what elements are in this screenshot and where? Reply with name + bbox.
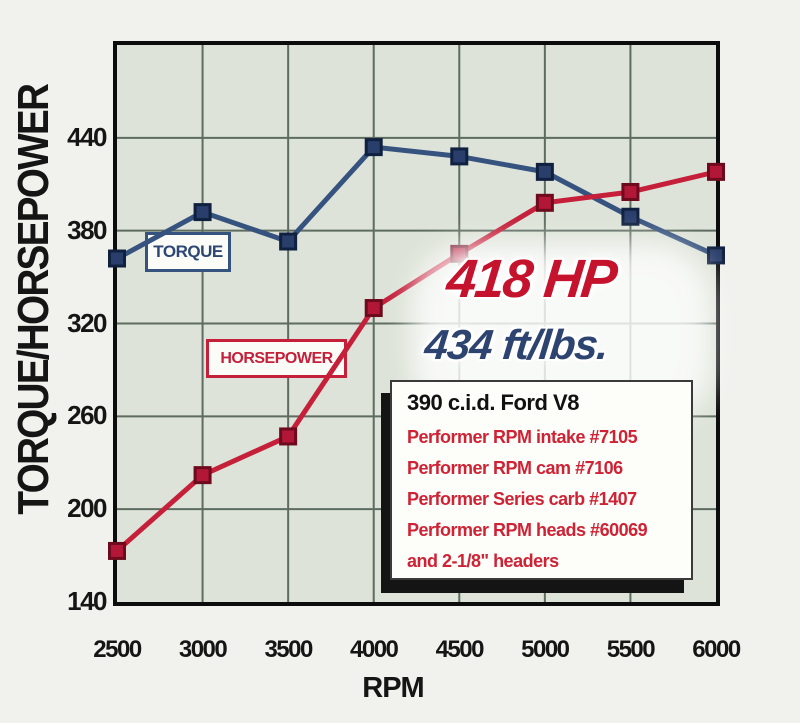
plot-area: TORQUE HORSEPOWER 418 HP 434 ft/lbs. 390 …: [108, 41, 725, 606]
torque-marker: [364, 138, 383, 157]
horsepower-marker: [621, 182, 640, 201]
torque-line: [115, 144, 718, 261]
x-tick-label: 3000: [178, 636, 228, 663]
engine-spec-line: Performer Series carb #1407: [407, 489, 637, 509]
torque-series-label-text: TORQUE: [153, 242, 223, 261]
horsepower-series-label: HORSEPOWER: [206, 339, 347, 378]
y-tick-label: 380: [67, 214, 107, 245]
peak-torque-callout: 434 ft/lbs.: [422, 321, 611, 368]
engine-spec-line: Performer RPM heads #60069: [407, 520, 648, 540]
engine-spec-line: Performer RPM intake #7105: [407, 427, 638, 447]
horsepower-series-label-text: HORSEPOWER: [220, 349, 333, 367]
y-tick-label: 320: [67, 307, 107, 338]
torque-marker: [621, 207, 640, 226]
torque-series-label: TORQUE: [145, 232, 231, 272]
horsepower-marker: [279, 427, 298, 446]
x-tick-label: 3500: [264, 636, 313, 663]
horsepower-marker: [108, 541, 126, 560]
torque-marker: [450, 147, 469, 166]
y-tick-label: 260: [67, 400, 107, 431]
y-tick-label: 200: [67, 493, 107, 524]
engine-spec-title: 390 c.i.d. Ford V8: [407, 390, 579, 415]
horsepower-marker: [535, 193, 554, 212]
y-tick-label: 440: [67, 121, 107, 152]
x-tick-label: 6000: [692, 636, 741, 663]
x-axis-title: RPM: [362, 672, 424, 704]
torque-marker: [279, 232, 298, 251]
engine-spec-line: Performer RPM cam #7106: [407, 458, 623, 478]
x-tick-label: 4000: [350, 636, 399, 663]
peak-horsepower-callout: 418 HP: [443, 249, 619, 309]
horsepower-marker: [364, 299, 383, 318]
x-tick-label: 4500: [435, 636, 485, 663]
y-tick-label: 140: [67, 586, 107, 616]
x-tick-label: 5000: [521, 636, 570, 663]
torque-marker: [108, 249, 126, 268]
horsepower-marker: [193, 466, 212, 485]
torque-marker: [707, 246, 725, 265]
engine-spec-lines: Performer RPM intake #7105 Performer RPM …: [407, 422, 685, 577]
x-tick-label: 2500: [93, 636, 142, 663]
engine-spec-box: 390 c.i.d. Ford V8 Performer RPM intake …: [390, 380, 693, 580]
torque-marker: [193, 203, 212, 222]
horsepower-marker: [707, 162, 725, 181]
x-tick-label: 5500: [606, 636, 656, 663]
series-lines-layer: [108, 138, 725, 560]
engine-spec-line: and 2-1/8" headers: [407, 551, 559, 571]
torque-marker: [535, 162, 554, 181]
